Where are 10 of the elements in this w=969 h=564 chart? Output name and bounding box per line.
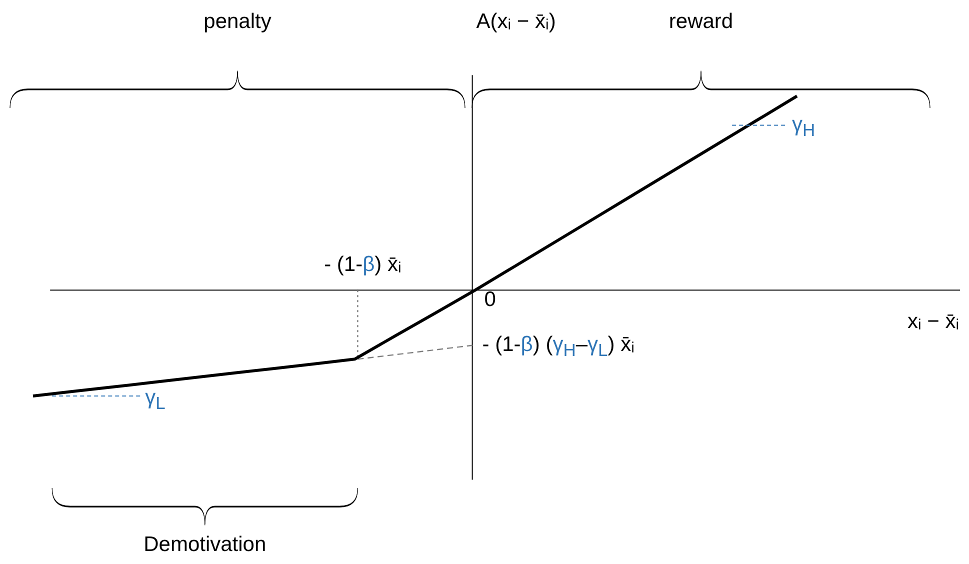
- y-axis-title: A(xᵢ − x̄ᵢ): [476, 10, 556, 34]
- text: - (1-β) (γ$_{H}$–γ$_{L}$) x̄ᵢ: [482, 333, 634, 360]
- text: penalty: [204, 10, 272, 34]
- text: reward: [668, 10, 734, 34]
- text: Demotivation: [144, 533, 266, 557]
- x-axis-title: xᵢ − x̄ᵢ: [907, 310, 959, 334]
- annotation: 0: [484, 288, 496, 312]
- annotation: - (1-β) x̄ᵢ: [324, 253, 402, 278]
- annotation: γ$_{L}$: [145, 386, 166, 414]
- annotation: γ$_{H}$: [792, 113, 816, 140]
